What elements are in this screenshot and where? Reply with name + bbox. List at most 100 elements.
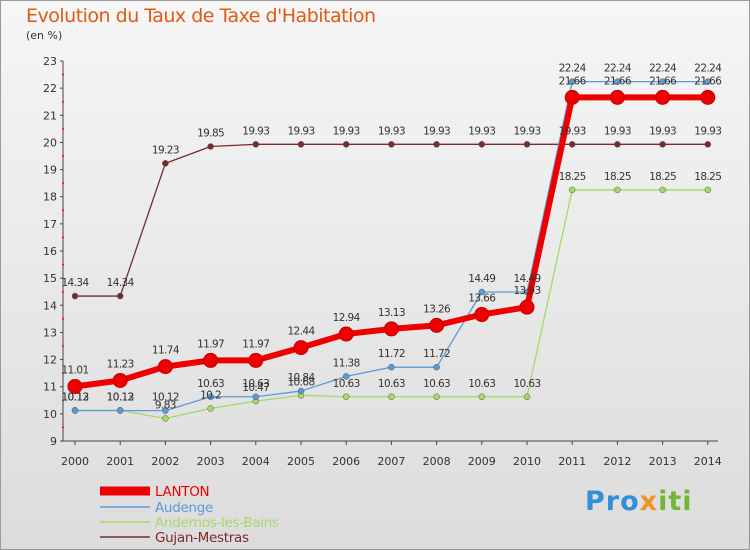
legend-label-lanton: LANTON <box>155 484 209 500</box>
data-label-audenge: 22.24 <box>649 63 677 75</box>
y-minor-dot <box>62 372 64 375</box>
data-label-andernos-les-bains: 10.63 <box>468 378 495 390</box>
data-label-audenge: 22.24 <box>604 63 632 75</box>
y-minor-dot <box>62 345 64 347</box>
data-label-andernos-les-bains: 18.25 <box>649 171 676 183</box>
data-label-andernos-les-bains: 18.25 <box>604 171 631 183</box>
data-label-gujan-mestras: 19.93 <box>604 125 631 137</box>
data-label-lanton: 11.74 <box>152 345 180 357</box>
data-label-audenge: 10.63 <box>242 378 269 390</box>
point-andernos-les-bains <box>478 393 486 401</box>
y-minor-dot <box>62 73 64 76</box>
point-gujan-mestras <box>162 160 169 167</box>
point-audenge <box>614 78 621 85</box>
point-gujan-mestras <box>342 141 350 148</box>
point-audenge <box>659 78 666 85</box>
point-lanton <box>293 340 309 356</box>
point-gujan-mestras <box>704 141 712 148</box>
data-label-audenge: 22.24 <box>559 63 587 75</box>
point-andernos-les-bains <box>433 393 440 401</box>
point-audenge <box>71 407 79 414</box>
x-tick-label: 2006 <box>332 455 360 468</box>
data-label-gujan-mestras: 14.34 <box>61 277 89 289</box>
point-andernos-les-bains <box>523 393 531 401</box>
legend-label-gujan-mestras: Gujan-Mestras <box>155 530 249 546</box>
data-label-lanton: 21.66 <box>694 75 722 87</box>
data-label-lanton: 11.23 <box>107 358 134 370</box>
axes: 9 10 11 12 13 14 15 16 17 18 19 20 21 22 23 2000 2001 200… <box>43 55 722 468</box>
data-label-lanton: 11.01 <box>61 364 88 376</box>
y-tick-label: 13 <box>43 326 57 339</box>
y-minor-dot <box>62 127 64 130</box>
data-label-lanton: 11.97 <box>242 338 269 350</box>
y-tick-label: 11 <box>43 381 57 394</box>
data-label-audenge: 11.72 <box>378 348 405 360</box>
y-minor-dot <box>62 317 64 320</box>
point-lanton <box>112 372 128 388</box>
point-lanton <box>383 321 399 337</box>
point-lanton <box>157 359 173 375</box>
point-lanton <box>429 317 445 333</box>
data-label-gujan-mestras: 19.93 <box>513 125 540 137</box>
data-label-gujan-mestras: 19.93 <box>287 125 314 137</box>
data-label-lanton: 21.66 <box>649 75 677 87</box>
data-label-audenge: 10.63 <box>197 378 224 390</box>
point-audenge <box>342 373 350 380</box>
point-audenge <box>388 363 395 371</box>
data-label-audenge: 11.38 <box>333 357 360 369</box>
y-minor-dot <box>62 399 64 402</box>
point-audenge <box>252 393 260 401</box>
legend-label-audenge: Audenge <box>155 500 213 516</box>
point-gujan-mestras <box>207 143 214 150</box>
data-label-gujan-mestras: 19.93 <box>242 125 269 137</box>
point-lanton <box>203 352 219 368</box>
point-gujan-mestras <box>568 141 576 148</box>
point-lanton <box>700 89 716 105</box>
x-tick-label: 2001 <box>106 455 134 468</box>
y-minor-dot <box>62 182 64 185</box>
x-tick-label: 2003 <box>197 455 225 468</box>
data-label-audenge: 10.12 <box>152 392 179 404</box>
point-lanton <box>338 326 354 342</box>
data-label-audenge: 10.12 <box>107 392 134 404</box>
data-label-gujan-mestras: 14.34 <box>107 277 135 289</box>
point-andernos-les-bains <box>614 186 621 194</box>
point-audenge <box>207 393 214 401</box>
data-label-gujan-mestras: 19.93 <box>333 125 360 137</box>
data-label-audenge: 22.24 <box>694 63 722 75</box>
x-tick-label: 2000 <box>61 455 89 468</box>
data-label-andernos-les-bains: 10.47 <box>242 382 269 394</box>
data-label-lanton: 13.13 <box>378 307 405 319</box>
data-label-lanton: 21.66 <box>559 75 587 87</box>
point-gujan-mestras <box>297 141 305 148</box>
y-tick-label: 22 <box>43 82 57 95</box>
point-lanton <box>564 89 580 105</box>
point-andernos-les-bains <box>659 186 666 194</box>
logo-part-1: Pro <box>585 486 640 517</box>
x-tick-label: 2012 <box>603 455 631 468</box>
y-minor-dot <box>62 100 64 103</box>
data-label-andernos-les-bains: 9.83 <box>155 399 176 411</box>
x-tick-label: 2004 <box>242 455 270 468</box>
x-tick-label: 2011 <box>558 455 586 468</box>
y-tick-label: 18 <box>43 191 57 204</box>
y-tick-label: 9 <box>50 435 57 448</box>
data-label-lanton: 13.66 <box>468 293 496 305</box>
point-lanton <box>474 307 490 323</box>
data-label-gujan-mestras: 19.93 <box>378 125 405 137</box>
point-gujan-mestras <box>659 141 666 148</box>
point-audenge <box>297 387 305 395</box>
x-tick-label: 2002 <box>151 455 179 468</box>
point-gujan-mestras <box>523 141 531 148</box>
data-label-lanton: 13.26 <box>423 303 451 315</box>
y-tick-label: 20 <box>43 136 57 149</box>
point-andernos-les-bains <box>388 393 395 401</box>
data-label-gujan-mestras: 19.85 <box>197 128 224 140</box>
data-label-gujan-mestras: 19.93 <box>649 125 676 137</box>
proxiti-logo: Proxiti <box>585 486 693 517</box>
data-label-andernos-les-bains: 10.2 <box>200 389 221 401</box>
y-minor-dot <box>62 426 64 429</box>
y-tick-label: 17 <box>43 218 57 231</box>
chart-unit-label: (en %) <box>26 29 63 42</box>
